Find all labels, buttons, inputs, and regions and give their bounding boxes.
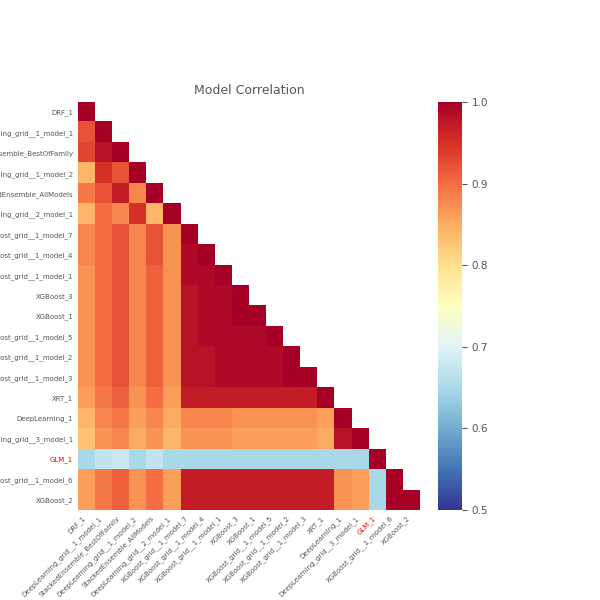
Title: Model Correlation: Model Correlation (194, 83, 304, 97)
